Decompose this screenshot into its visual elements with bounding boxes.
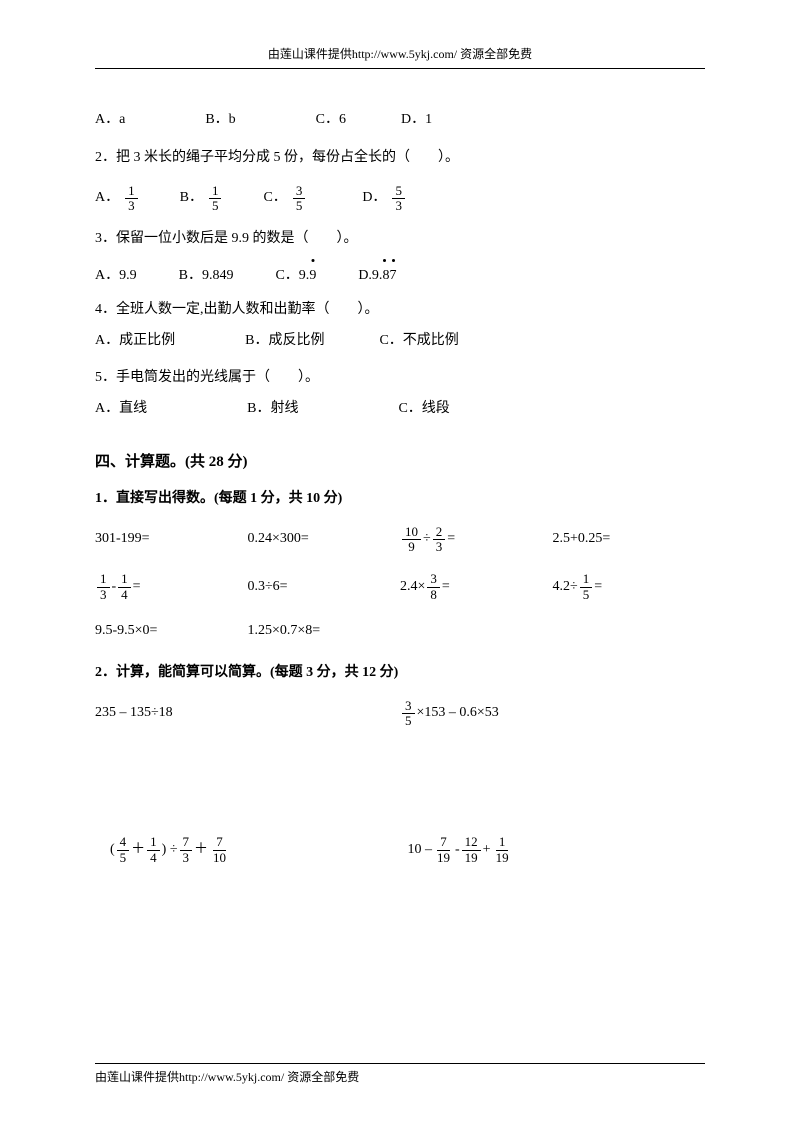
calc-expr: 301-199= bbox=[95, 528, 248, 550]
calc2-row1: 235 – 135÷18 35 ×153 – 0.6×53 bbox=[95, 699, 705, 729]
fraction-icon: 14 bbox=[147, 835, 160, 865]
fraction-icon: 23 bbox=[433, 525, 446, 555]
q3-opt-a: A．9.9 bbox=[95, 265, 137, 287]
q2-options: A． 13 B． 15 C． 35 D． 53 bbox=[95, 184, 705, 214]
q3-opt-c: C．9.9 bbox=[275, 265, 316, 287]
calc-expr: 109 ÷ 23 = bbox=[400, 525, 553, 555]
fraction-icon: 13 bbox=[125, 184, 138, 214]
recurring-dot-icon: 9 bbox=[309, 265, 316, 287]
q3-opt-b: B．9.849 bbox=[179, 265, 234, 287]
calc-expr: 2.4× 38 = bbox=[400, 572, 553, 602]
spacer bbox=[95, 740, 705, 835]
page-header: 由莲山课件提供http://www.5ykj.com/ 资源全部免费 bbox=[95, 45, 705, 69]
calc1-row2: 13 - 14 = 0.3÷6= 2.4× 38 = 4.2÷ 15 = bbox=[95, 572, 705, 602]
q3-options: A．9.9 B．9.849 C．9.9 D.9.87 bbox=[95, 265, 705, 287]
recurring-dot-icon: 87 bbox=[382, 265, 396, 287]
calc-expr: 4.2÷ 15 = bbox=[553, 572, 706, 602]
fraction-icon: 15 bbox=[580, 572, 593, 602]
page-footer: 由莲山课件提供http://www.5ykj.com/ 资源全部免费 bbox=[95, 1063, 705, 1087]
q3-opt-d: D.9.87 bbox=[358, 265, 396, 287]
fraction-icon: 15 bbox=[209, 184, 222, 214]
q1-opt-b: B．b bbox=[205, 109, 235, 131]
fraction-icon: 13 bbox=[97, 572, 110, 602]
q1-opt-a: A．a bbox=[95, 109, 125, 131]
section4-title: 四、计算题。(共 28 分) bbox=[95, 450, 705, 474]
fraction-icon: 1219 bbox=[462, 835, 481, 865]
q2-opt-b: B． 15 bbox=[180, 184, 224, 214]
calc-expr: 9.5-9.5×0= bbox=[95, 620, 248, 642]
q2-opt-d: D． 53 bbox=[362, 184, 407, 214]
calc-expr: 235 – 135÷18 bbox=[95, 702, 400, 724]
q2-opt-a: A． 13 bbox=[95, 184, 140, 214]
q4-opt-b: B．成反比例 bbox=[245, 330, 324, 352]
calc-expr: 0.24×300= bbox=[248, 528, 401, 550]
calc-expr: 10 – 719 - 1219 + 119 bbox=[408, 835, 706, 865]
q5-opt-c: C．线段 bbox=[398, 398, 449, 420]
fraction-icon: 719 bbox=[434, 835, 453, 865]
fraction-icon: 53 bbox=[392, 184, 405, 214]
fraction-icon: 14 bbox=[118, 572, 131, 602]
q4-opt-a: A．成正比例 bbox=[95, 330, 175, 352]
q1-opt-d: D．1 bbox=[401, 109, 432, 131]
calc-expr: 35 ×153 – 0.6×53 bbox=[400, 699, 705, 729]
calc-expr: 13 - 14 = bbox=[95, 572, 248, 602]
q5-stem: 5．手电筒发出的光线属于（ ）。 bbox=[95, 364, 705, 392]
calc2-row2: ( 45 ＋ 14 ) ÷ 73 ＋ 710 10 – 719 - 1219 +… bbox=[95, 835, 705, 865]
q2-opt-c: C． 35 bbox=[263, 184, 307, 214]
fraction-icon: 35 bbox=[293, 184, 306, 214]
q5-options: A．直线 B．射线 C．线段 bbox=[95, 398, 705, 420]
calc1-row3: 9.5-9.5×0= 1.25×0.7×8= bbox=[95, 620, 705, 642]
fraction-icon: 73 bbox=[180, 835, 193, 865]
footer-text: 由莲山课件提供http://www.5ykj.com/ 资源全部免费 bbox=[95, 1070, 359, 1084]
q5-opt-a: A．直线 bbox=[95, 398, 147, 420]
fraction-icon: 710 bbox=[210, 835, 229, 865]
q1-options: A．a B．b C．6 D．1 bbox=[95, 109, 705, 131]
fraction-icon: 119 bbox=[493, 835, 512, 865]
fraction-icon: 35 bbox=[402, 699, 415, 729]
calc-expr: 0.3÷6= bbox=[248, 576, 401, 598]
q2-stem: 2．把 3 米长的绳子平均分成 5 份，每份占全长的（ ）。 bbox=[95, 144, 705, 172]
calc1-row1: 301-199= 0.24×300= 109 ÷ 23 = 2.5+0.25= bbox=[95, 525, 705, 555]
header-text: 由莲山课件提供http://www.5ykj.com/ 资源全部免费 bbox=[268, 47, 532, 61]
q1-opt-c: C．6 bbox=[316, 109, 346, 131]
fraction-icon: 45 bbox=[117, 835, 130, 865]
section4-sub1: 1．直接写出得数。(每题 1 分，共 10 分) bbox=[95, 488, 705, 510]
calc-expr: 1.25×0.7×8= bbox=[248, 620, 401, 642]
q3-stem: 3．保留一位小数后是 9.9 的数是（ ）。 bbox=[95, 225, 705, 253]
calc-expr: 2.5+0.25= bbox=[553, 528, 706, 550]
section4-sub2: 2．计算，能简算可以简算。(每题 3 分，共 12 分) bbox=[95, 662, 705, 684]
fraction-icon: 109 bbox=[402, 525, 421, 555]
q4-options: A．成正比例 B．成反比例 C．不成比例 bbox=[95, 330, 705, 352]
q4-opt-c: C．不成比例 bbox=[379, 330, 458, 352]
q4-stem: 4．全班人数一定,出勤人数和出勤率（ ）。 bbox=[95, 296, 705, 324]
fraction-icon: 38 bbox=[427, 572, 440, 602]
q5-opt-b: B．射线 bbox=[247, 398, 298, 420]
calc-expr: ( 45 ＋ 14 ) ÷ 73 ＋ 710 bbox=[95, 835, 408, 865]
